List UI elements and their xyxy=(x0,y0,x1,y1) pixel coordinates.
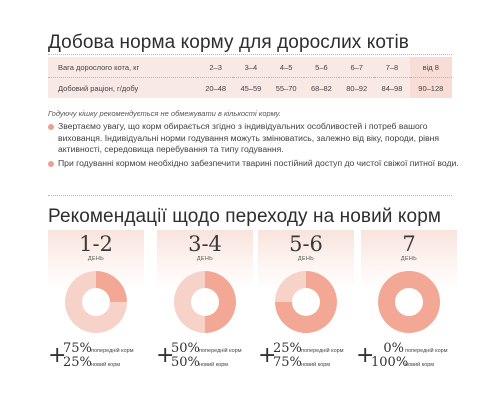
new-food-row: 50%новий корм xyxy=(171,353,228,371)
daily-norm-title: Добова норма корму для дорослих котів xyxy=(48,32,409,53)
plus-icon: + xyxy=(356,343,375,368)
day-label: ДЕНЬ xyxy=(297,256,315,262)
new-food-row: 75%новий корм xyxy=(273,353,330,371)
donut-slice-new-food xyxy=(205,271,236,333)
bullet-individual-norms: Звертаємо увагу, що корм обирається згід… xyxy=(48,121,460,156)
weight-cell: 4–5 xyxy=(268,57,304,78)
new-food-percent: 25% xyxy=(63,355,92,370)
old-food-label: попередній корм xyxy=(301,348,344,354)
donut-slice-new-food xyxy=(378,271,440,333)
feeding-table: Вага дорослого кота, кг 2–3 3–4 4–5 5–6 … xyxy=(48,57,452,98)
ration-row: Добовий раціон, г/добу 20–48 45–59 55–70… xyxy=(48,77,452,98)
transition-title: Рекомендації щодо переходу на новий корм xyxy=(48,206,442,227)
old-food-percent: 75% xyxy=(63,341,92,356)
bullet-dot-icon xyxy=(48,124,54,130)
day-range: 1-2 xyxy=(79,232,113,256)
day-range: 3-4 xyxy=(188,232,222,256)
weight-cell: 2–3 xyxy=(198,57,234,78)
section-divider xyxy=(48,195,452,196)
ration-label: Добовий раціон, г/добу xyxy=(58,83,139,93)
donut-slice-new-food xyxy=(96,271,127,302)
donut-slice-new-food xyxy=(275,271,337,333)
new-food-percent: 50% xyxy=(171,355,200,370)
ration-cell: 84–98 xyxy=(381,83,403,93)
mix-day-5-6: + 25%попередній корм 75%новий корм xyxy=(258,341,378,371)
old-food-row: 75%попередній корм xyxy=(63,339,134,357)
donut-slice-old-food xyxy=(174,271,205,333)
mix-day-3-4: + 50%попередній корм 50%новий корм xyxy=(156,341,276,371)
new-food-label: новий корм xyxy=(405,362,435,368)
ration-cell: 20–48 xyxy=(205,83,227,93)
plus-icon: + xyxy=(48,343,67,368)
title-divider xyxy=(48,54,452,55)
day-label: ДЕНЬ xyxy=(196,256,214,262)
old-food-row: 25%попередній корм xyxy=(273,339,344,357)
mix-day-1-2: + 75%попередній корм 25%новий корм xyxy=(48,341,168,371)
bullet-dot-icon xyxy=(48,161,54,167)
new-food-label: новий корм xyxy=(199,362,229,368)
new-food-label: новий корм xyxy=(301,362,331,368)
old-food-percent: 25% xyxy=(273,341,302,356)
old-food-percent: 50% xyxy=(171,341,200,356)
weight-cell: 3–4 xyxy=(233,57,269,78)
nursing-cat-note: Годуючу кішку рекомендується не обмежува… xyxy=(48,109,281,118)
donut-chart-day-5-6 xyxy=(275,271,337,333)
plus-icon: + xyxy=(156,343,175,368)
ration-cell: 80–92 xyxy=(346,83,368,93)
ration-cell: 45–59 xyxy=(240,83,262,93)
old-food-label: попередній корм xyxy=(91,348,134,354)
day-label: ДЕНЬ xyxy=(87,256,105,262)
plus-icon: + xyxy=(258,343,277,368)
weight-row: Вага дорослого кота, кг 2–3 3–4 4–5 5–6 … xyxy=(48,57,452,78)
old-food-percent: 0% xyxy=(383,341,404,356)
bullet-text: Звертаємо увагу, що корм обирається згід… xyxy=(58,121,440,155)
ration-cell: 68–82 xyxy=(311,83,332,93)
day-label: ДЕНЬ xyxy=(400,256,418,262)
new-food-row: 100%новий корм xyxy=(371,353,434,371)
new-food-percent: 75% xyxy=(273,355,302,370)
old-food-label: попередній корм xyxy=(405,348,448,354)
donut-chart-day-7 xyxy=(378,271,440,333)
weight-cell: 6–7 xyxy=(339,57,375,78)
weight-cell: 5–6 xyxy=(303,57,340,78)
donut-slice-old-food xyxy=(65,271,127,333)
donut-slice-old-food xyxy=(275,271,306,302)
ration-cell: 90–128 xyxy=(409,77,452,98)
mix-day-7: + 0%попередній корм 100%новий корм xyxy=(356,341,476,371)
ration-cell: 55–70 xyxy=(275,83,297,93)
old-food-row: 0%попередній корм xyxy=(371,339,448,357)
old-food-row: 50%попередній корм xyxy=(171,339,242,357)
bullet-text: При годуванні кормом необхідно забезпечи… xyxy=(58,158,459,168)
donut-chart-day-1-2 xyxy=(65,271,127,333)
old-food-label: попередній корм xyxy=(199,348,242,354)
bullet-fresh-water: При годуванні кормом необхідно забезпечи… xyxy=(48,158,460,170)
weight-label: Вага дорослого кота, кг xyxy=(48,57,198,78)
new-food-row: 25%новий корм xyxy=(63,353,120,371)
new-food-percent: 100% xyxy=(371,355,409,370)
day-range: 5-6 xyxy=(289,232,323,256)
weight-cell: від 8 xyxy=(409,57,452,78)
day-range: 7 xyxy=(402,232,416,256)
new-food-label: новий корм xyxy=(91,362,121,368)
donut-chart-day-3-4 xyxy=(174,271,236,333)
weight-cell: 7–8 xyxy=(374,57,410,78)
